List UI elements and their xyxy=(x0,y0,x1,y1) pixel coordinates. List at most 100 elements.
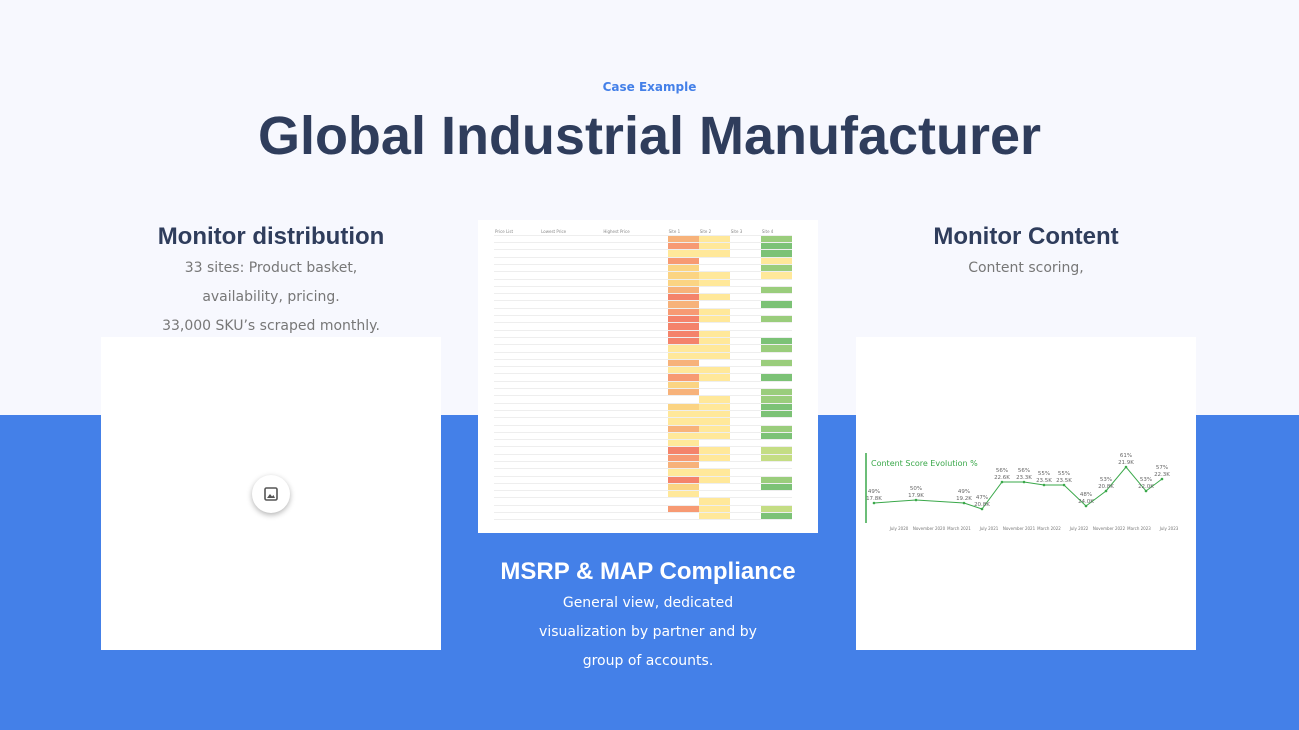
table-cell xyxy=(667,490,699,499)
table-cell xyxy=(494,454,541,463)
point-label-count: 17.9K xyxy=(908,493,924,499)
table-cell xyxy=(729,344,761,353)
table-row xyxy=(494,476,792,484)
table-cell xyxy=(760,432,792,441)
table-cell xyxy=(760,286,792,295)
table-cell xyxy=(760,512,792,521)
table-cell xyxy=(540,344,603,353)
table-cell xyxy=(729,490,761,499)
table-cell xyxy=(540,330,603,338)
table-cell xyxy=(667,505,699,514)
table-row xyxy=(494,279,792,287)
x-tick-label: March 2023 xyxy=(1127,526,1151,531)
table-cell xyxy=(667,403,699,411)
table-cell xyxy=(540,381,603,390)
x-tick-label: July 2022 xyxy=(1069,526,1089,531)
text-line: group of accounts. xyxy=(582,653,714,669)
table-cell xyxy=(540,308,603,317)
table-cell xyxy=(760,308,792,317)
table-cell xyxy=(698,512,730,521)
table-cell xyxy=(760,293,792,302)
table-cell xyxy=(729,417,761,426)
table-cell xyxy=(729,454,761,463)
table-cell xyxy=(667,235,699,244)
image-button[interactable] xyxy=(252,475,290,513)
table-cell xyxy=(729,497,761,506)
chart-point xyxy=(914,498,918,502)
table-cell xyxy=(760,344,792,353)
table-cell xyxy=(540,322,603,331)
table-row xyxy=(494,337,792,346)
point-label-count: 21.9K xyxy=(1118,460,1134,466)
table-cell xyxy=(729,446,761,455)
chart-point xyxy=(1160,477,1164,481)
table-cell xyxy=(602,344,668,353)
table-cell xyxy=(729,425,761,433)
table-cell xyxy=(602,352,668,360)
table-cell xyxy=(494,300,541,309)
table-cell xyxy=(729,322,761,331)
table-cell xyxy=(729,395,761,404)
table-cell xyxy=(760,439,792,448)
point-label-pct: 53% xyxy=(1140,477,1152,483)
table-header: Site 2 xyxy=(698,228,730,236)
table-row xyxy=(494,322,792,331)
table-cell xyxy=(667,366,699,375)
chart-point xyxy=(1124,465,1128,469)
table-header: Site 4 xyxy=(760,228,792,236)
center-description: General view, dedicated visualization by… xyxy=(478,589,818,676)
table-cell xyxy=(698,308,730,317)
table-cell xyxy=(667,410,699,419)
page-title: Global Industrial Manufacturer xyxy=(257,106,1042,166)
point-label-count: 23.5K xyxy=(1036,478,1052,484)
chart-point xyxy=(1084,504,1088,508)
table-cell xyxy=(760,366,792,375)
table-cell xyxy=(698,373,730,382)
content-chart-card: Content Score Evolution % 49% 17.8K 50% 17.9… xyxy=(856,337,1196,650)
eyebrow-label: Case Example xyxy=(602,80,697,94)
table-cell xyxy=(698,293,730,302)
table-cell xyxy=(540,235,603,244)
table-cell xyxy=(494,425,541,433)
table-cell xyxy=(540,476,603,484)
table-row xyxy=(494,315,792,324)
table-cell xyxy=(667,381,699,390)
table-row xyxy=(494,497,792,506)
table-cell xyxy=(729,257,761,266)
image-placeholder-card xyxy=(101,337,441,650)
table-cell xyxy=(602,337,668,346)
table-cell xyxy=(760,446,792,455)
table-cell xyxy=(729,468,761,477)
table-cell xyxy=(667,308,699,317)
table-cell xyxy=(602,446,668,455)
x-tick-label: November 2021 xyxy=(1003,526,1036,531)
text-line: 33,000 SKU’s scraped monthly. xyxy=(162,318,380,334)
table-cell xyxy=(494,359,541,368)
table-cell xyxy=(729,249,761,258)
table-cell xyxy=(760,476,792,484)
table-cell xyxy=(667,373,699,382)
table-cell xyxy=(494,366,541,375)
table-cell xyxy=(602,425,668,433)
table-cell xyxy=(667,432,699,441)
table-header: Site 1 xyxy=(667,228,699,236)
table-cell xyxy=(494,279,541,287)
chart-title: Content Score Evolution % xyxy=(871,459,978,468)
table-row xyxy=(494,352,792,360)
point-label-count: 22.6K xyxy=(994,475,1010,481)
table-cell xyxy=(760,359,792,368)
table-row xyxy=(494,490,792,499)
table-row xyxy=(494,395,792,404)
table-cell xyxy=(494,439,541,448)
table-cell xyxy=(494,308,541,317)
table-cell xyxy=(602,257,668,266)
table-cell xyxy=(698,359,730,368)
table-cell xyxy=(602,249,668,258)
table-cell xyxy=(667,352,699,360)
table-cell xyxy=(760,454,792,463)
table-cell xyxy=(540,403,603,411)
table-header: Lowest Price xyxy=(540,228,603,236)
table-cell xyxy=(540,337,603,346)
table-cell xyxy=(494,461,541,470)
table-cell xyxy=(667,242,699,251)
